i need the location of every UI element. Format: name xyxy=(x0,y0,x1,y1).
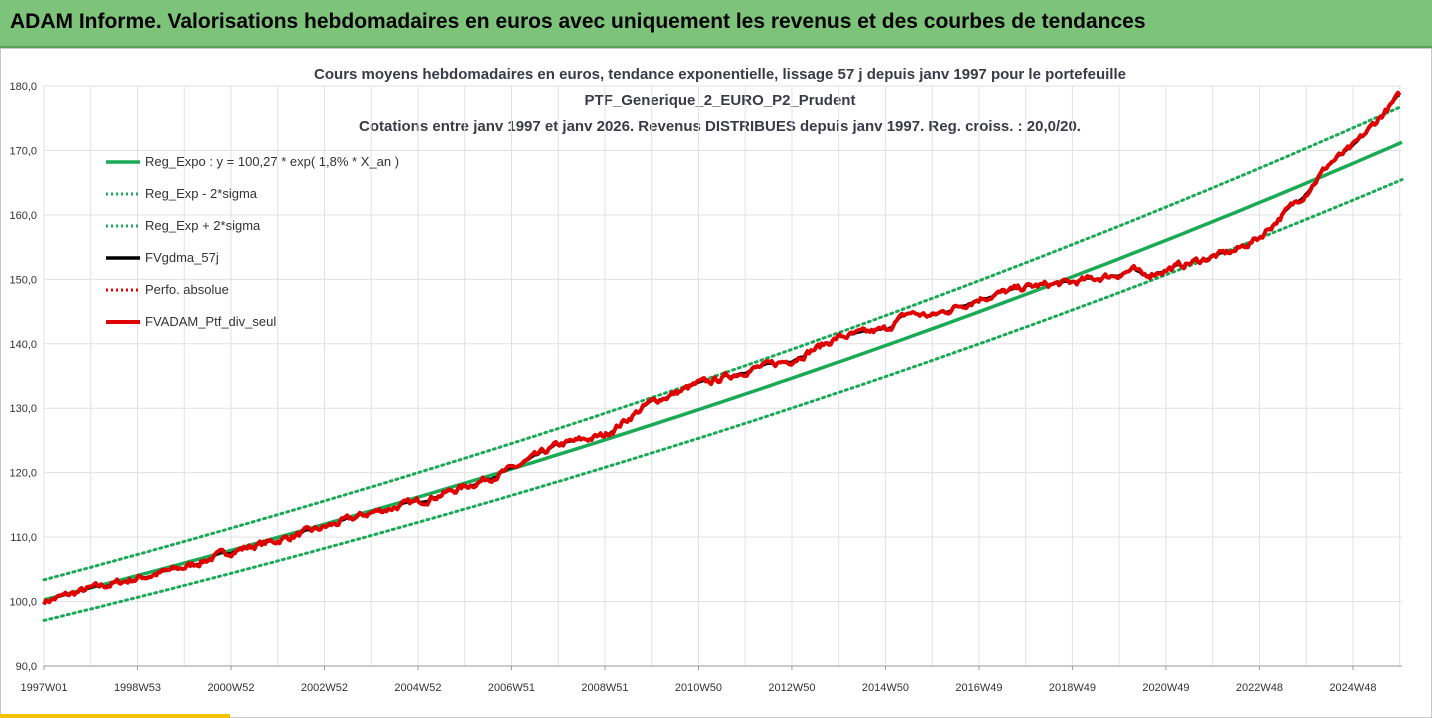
bottom-accent-bar xyxy=(0,714,230,718)
chart-frame xyxy=(0,48,1432,718)
report-banner: ADAM Informe. Valorisations hebdomadaire… xyxy=(0,0,1432,48)
report-title: ADAM Informe. Valorisations hebdomadaire… xyxy=(10,10,1146,33)
chart-title-line-2: PTF_Generique_2_EURO_P2_Prudent xyxy=(584,92,856,109)
chart-title-line-1: Cours moyens hebdomadaires en euros, ten… xyxy=(314,66,1126,83)
chart-title-line-3: Cotations entre janv 1997 et janv 2026. … xyxy=(359,118,1081,135)
